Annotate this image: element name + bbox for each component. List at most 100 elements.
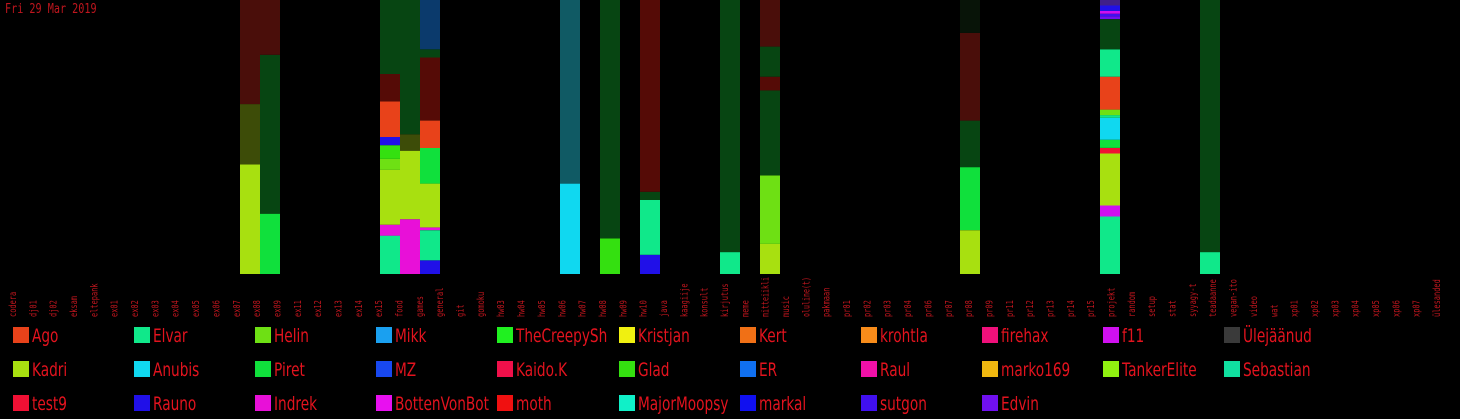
- bar-segment-java-0: [640, 254, 660, 274]
- legend-swatch: [1224, 327, 1240, 343]
- legend-swatch: [376, 327, 393, 343]
- bar-segment-games-3: [400, 0, 420, 135]
- bar-segment-general-0: [420, 260, 440, 274]
- legend-item: f11: [1102, 323, 1223, 347]
- x-tick-ex12: ex12: [313, 300, 324, 317]
- x-tick-ex01: ex01: [110, 300, 121, 317]
- legend-label: Kristjan: [637, 325, 690, 347]
- x-tick-pr13: pr13: [1046, 300, 1057, 317]
- x-tick-java: java: [659, 300, 670, 317]
- legend-swatch: [13, 395, 29, 411]
- x-tick-pr01: pr01: [842, 300, 853, 317]
- legend-swatch: [618, 395, 635, 411]
- bar-segment-hw09-1: [600, 0, 620, 239]
- x-tick-git: git: [456, 304, 467, 317]
- legend-item: MajorMoopsy: [618, 391, 739, 415]
- legend-swatch: [618, 327, 635, 343]
- x-tick-pr02: pr02: [862, 300, 873, 317]
- bar-segment-general-5: [420, 120, 440, 148]
- x-tick-pr15: pr15: [1086, 300, 1097, 317]
- x-tick-konsult: konsult: [700, 288, 711, 317]
- legend-swatch: [1102, 327, 1119, 343]
- x-tick-teadaanne: teadaanne: [1208, 279, 1219, 317]
- bar-segment-music-5: [760, 0, 780, 47]
- date-label: Fri 29 Mar 2019: [5, 2, 97, 17]
- bar-segment-vegan-ito-1: [1200, 0, 1220, 253]
- bar-segment-pr09-3: [960, 32, 980, 121]
- legend-swatch: [13, 327, 29, 343]
- bar-segment-general-3: [420, 183, 440, 228]
- x-tick-pakmaan: pakmaan: [822, 288, 833, 317]
- x-tick-general: general: [435, 288, 446, 317]
- bar-segment-music-3: [760, 76, 780, 91]
- legend-label: MajorMoopsy: [637, 393, 728, 415]
- legend-label: Ülejäänud: [1243, 325, 1312, 347]
- legend-swatch: [1102, 361, 1119, 377]
- bar-segment-general-8: [420, 0, 440, 50]
- bar-segment-music-2: [760, 90, 780, 176]
- legend-swatch: [255, 361, 272, 377]
- bar-segment-meme-1: [720, 0, 740, 253]
- legend-item: Mikk: [376, 323, 496, 347]
- bar-segment-random-12: [1100, 13, 1120, 17]
- legend-item: Indrek: [255, 391, 375, 415]
- bar-segment-ex08-0: [240, 164, 260, 274]
- x-tick-pr14: pr14: [1066, 300, 1077, 317]
- bar-segment-music-1: [760, 175, 780, 244]
- bar-segment-random-13: [1100, 11, 1120, 14]
- x-tick-xp04: xp04: [1351, 300, 1362, 317]
- bar-segment-music-4: [760, 46, 780, 77]
- legend-item: TankerElite: [1102, 357, 1223, 381]
- legend-label: ER: [758, 359, 777, 381]
- legend-swatch: [376, 361, 393, 377]
- x-tick-ex13: ex13: [334, 300, 345, 317]
- bar-segment-general-7: [420, 49, 440, 58]
- bar-segment-ex08-2: [240, 0, 260, 105]
- x-tick-music: music: [781, 296, 792, 317]
- legend-label: firehax: [1000, 325, 1049, 347]
- x-tick-ex05: ex05: [191, 300, 202, 317]
- bars-group: [240, 0, 1220, 274]
- legend-swatch: [255, 327, 272, 343]
- bar-segment-pr09-0: [960, 230, 980, 274]
- bar-segment-hw09-0: [600, 238, 620, 274]
- bar-segment-random-5: [1100, 117, 1120, 140]
- legend-swatch: [134, 361, 151, 377]
- bar-segment-games-2: [400, 134, 420, 151]
- x-tick-projekt: projekt: [1107, 288, 1118, 317]
- x-tick-pr03: pr03: [883, 300, 894, 317]
- legend-swatch: [739, 327, 756, 343]
- legend-label: MZ: [395, 359, 417, 381]
- x-tick-ex06: ex06: [211, 300, 222, 317]
- x-tick-food: food: [395, 300, 406, 317]
- tick-labels-group: codera dj01 dj02 eksam eltepank ex01 ex02 ex03 e…: [8, 277, 1443, 317]
- x-tick-ex14: ex14: [354, 300, 365, 317]
- x-tick-pr09: pr09: [985, 300, 996, 317]
- x-tick-xp06: xp06: [1391, 300, 1402, 317]
- x-tick-hw03: hw03: [496, 300, 507, 317]
- bar-segment-food-3: [380, 158, 400, 170]
- legend-label: sutgon: [879, 393, 927, 415]
- bar-segment-music-0: [760, 243, 780, 274]
- legend-item: Edvin: [981, 391, 1102, 415]
- x-tick-eltepank: eltepank: [89, 283, 100, 317]
- bar-segment-general-6: [420, 57, 440, 121]
- x-tick-xp02: xp02: [1310, 300, 1321, 317]
- bar-segment-games-1: [400, 150, 420, 220]
- legend-label: test9: [32, 393, 67, 415]
- x-tick-ex11: ex11: [293, 300, 304, 317]
- x-tick-hw07: hw07: [578, 300, 589, 317]
- legend-swatch: [739, 361, 756, 377]
- legend-item: krohtla: [860, 323, 981, 347]
- x-tick-hw10: hw10: [639, 300, 650, 317]
- x-tick-pr11: pr11: [1005, 300, 1016, 317]
- legend-label: Ago: [32, 325, 59, 347]
- x-tick-pr07: pr07: [944, 300, 955, 317]
- bar-segment-random-1: [1100, 205, 1120, 217]
- x-tick-ex15: ex15: [374, 300, 385, 317]
- bar-segment-random-6: [1100, 115, 1120, 118]
- legend-item: Helin: [255, 323, 375, 347]
- legend-item: BottenVonBot: [376, 391, 496, 415]
- x-tick-hw04: hw04: [517, 300, 528, 317]
- bar-segment-random-10: [1100, 19, 1120, 50]
